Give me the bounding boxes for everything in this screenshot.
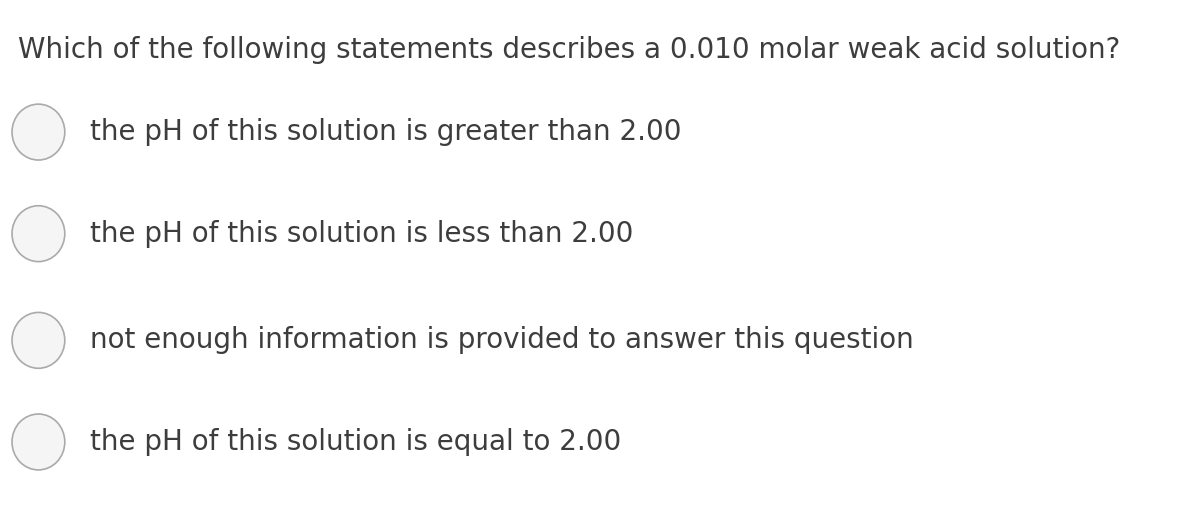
Text: Which of the following statements describes a 0.010 molar weak acid solution?: Which of the following statements descri… [18,36,1121,64]
Text: not enough information is provided to answer this question: not enough information is provided to an… [90,326,913,355]
Ellipse shape [12,414,65,470]
Text: the pH of this solution is greater than 2.00: the pH of this solution is greater than … [90,118,682,146]
Ellipse shape [12,206,65,262]
Text: the pH of this solution is equal to 2.00: the pH of this solution is equal to 2.00 [90,428,622,456]
Ellipse shape [12,104,65,160]
Ellipse shape [12,312,65,368]
Text: the pH of this solution is less than 2.00: the pH of this solution is less than 2.0… [90,219,634,248]
